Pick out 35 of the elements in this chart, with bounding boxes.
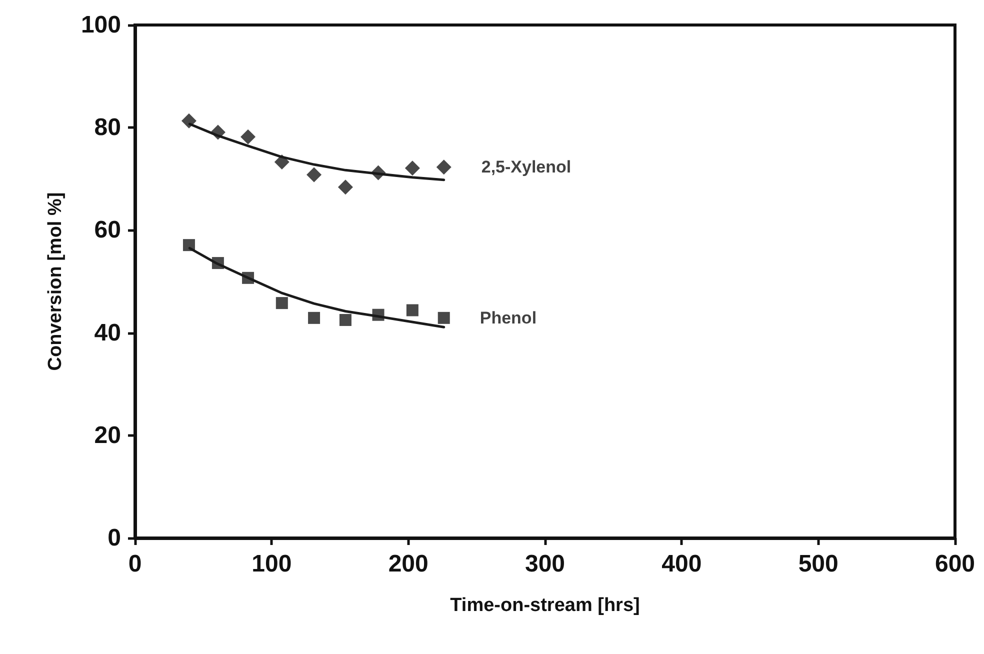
point [181,113,196,128]
point [339,314,352,326]
point [274,154,290,170]
point [182,239,195,252]
point [436,160,452,175]
y-axis-title: Conversion [mol %] [45,192,66,371]
point [242,272,254,284]
point [308,312,320,324]
x-tick-label: 100 [252,550,292,578]
y-tick-label: 100 [80,12,121,38]
x-tick-label: 200 [388,550,428,578]
x-tick-label: 400 [662,550,702,578]
point [306,167,322,182]
x-tick-label: 500 [798,550,838,578]
y-tick-label: 20 [94,422,121,449]
point [210,124,226,140]
point [212,257,224,270]
series-label: Phenol [480,308,537,328]
y-tick-label: 80 [94,114,121,142]
y-tick-label: 40 [94,319,121,346]
point [372,308,384,321]
x-tick-label: 600 [934,550,976,578]
point [406,304,418,316]
point [240,129,256,144]
point [276,297,288,310]
point [338,180,353,195]
y-tick-label: 60 [94,216,121,244]
series-label: 2,5-Xylenol [481,158,572,177]
point [370,165,386,180]
point [404,160,420,176]
x-axis-title: Time-on-stream [hrs] [450,595,640,616]
x-tick-label: 300 [524,550,566,578]
y-tick-label: 0 [108,524,121,552]
x-tick-label: 0 [128,550,142,578]
point [438,312,450,324]
